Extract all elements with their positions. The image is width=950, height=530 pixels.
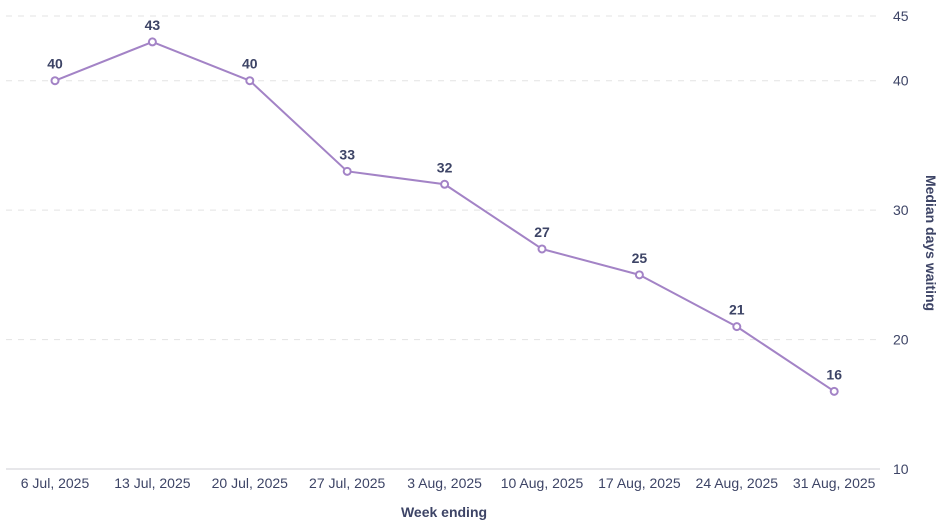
- data-point: [634, 270, 644, 280]
- x-tick-label: 3 Aug, 2025: [407, 475, 482, 491]
- x-tick-label: 27 Jul, 2025: [309, 475, 385, 491]
- x-tick-label: 10 Aug, 2025: [501, 475, 584, 491]
- y-tick-label: 10: [893, 461, 909, 477]
- x-tick-label: 6 Jul, 2025: [21, 475, 90, 491]
- grid: [6, 15, 880, 470]
- data-point: [342, 166, 352, 176]
- data-labels: 40 43 40 33 32 27 25 21 16: [47, 17, 842, 382]
- data-point: [829, 386, 839, 396]
- data-label: 33: [339, 146, 355, 162]
- data-label: 21: [729, 302, 745, 318]
- data-label: 32: [437, 159, 453, 175]
- x-tick-label: 24 Aug, 2025: [696, 475, 779, 491]
- data-label: 43: [145, 17, 161, 33]
- y-axis: 10 20 30 40 45: [893, 8, 909, 477]
- x-tick-label: 13 Jul, 2025: [114, 475, 190, 491]
- y-tick-label: 20: [893, 332, 909, 348]
- y-tick-label: 40: [893, 73, 909, 89]
- y-tick-label: 30: [893, 202, 909, 218]
- x-tick-label: 20 Jul, 2025: [212, 475, 288, 491]
- data-point: [50, 76, 60, 86]
- x-tick-label: 31 Aug, 2025: [793, 475, 876, 491]
- x-axis-title: Week ending: [401, 504, 487, 520]
- data-label: 27: [534, 224, 550, 240]
- series: [50, 37, 839, 396]
- y-axis-title: Median days waiting: [923, 175, 939, 311]
- data-label: 40: [47, 56, 63, 72]
- data-label: 16: [826, 366, 842, 382]
- data-label: 25: [632, 250, 648, 266]
- y-tick-label: 45: [893, 8, 909, 24]
- data-label: 40: [242, 56, 258, 72]
- data-point: [537, 244, 547, 254]
- x-tick-label: 17 Aug, 2025: [598, 475, 681, 491]
- series-line: [54, 40, 835, 393]
- x-axis: 6 Jul, 2025 13 Jul, 2025 20 Jul, 2025 27 Ju…: [21, 475, 876, 491]
- data-point: [245, 76, 255, 86]
- data-point: [732, 322, 742, 332]
- data-point: [440, 179, 450, 189]
- data-point: [147, 37, 157, 47]
